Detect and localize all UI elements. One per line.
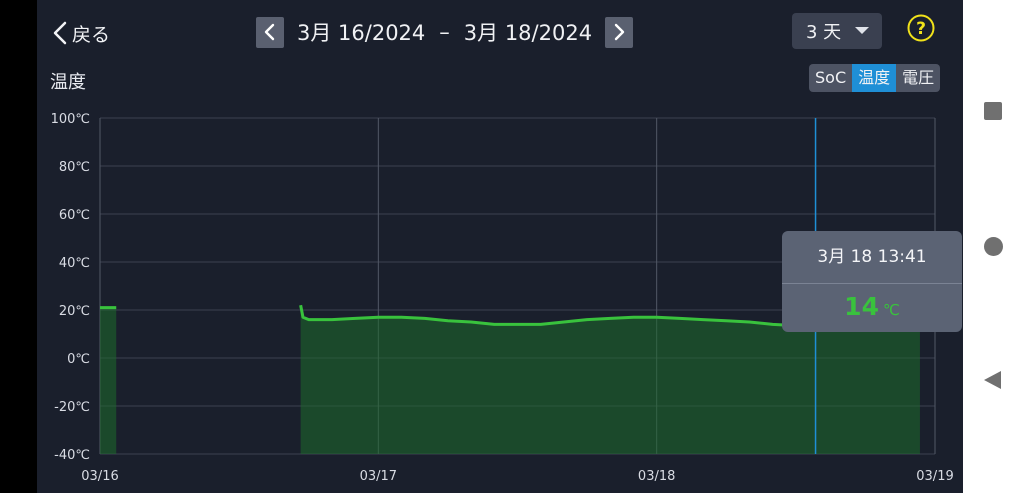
x-tick-label: 03/18 [638,469,675,484]
date-separator: – [439,20,450,44]
recent-apps-icon[interactable] [984,102,1002,120]
area-fill [300,305,920,454]
date-range-nav: 3月 16/2024 – 3月 18/2024 [256,15,634,49]
tab-voltage[interactable]: 電圧 [896,64,941,92]
chevron-left-icon [53,21,67,45]
metric-tabs: SoC 温度 電圧 [809,64,941,92]
y-tick-label: 100℃ [51,112,90,127]
y-tick-label: 0℃ [67,352,90,367]
x-tick-label: 03/16 [81,469,118,484]
temperature-chart: 100℃ 80℃ 60℃ 40℃ 20℃ 0℃ -20℃ -40℃ 03/16 03/17 03/1… [51,112,954,484]
next-date-button[interactable] [605,16,634,48]
range-select[interactable]: 3 天 [792,13,882,49]
tab-temperature[interactable]: 温度 [852,64,897,92]
y-tick-label: -20℃ [54,400,90,415]
home-icon[interactable] [984,237,1003,256]
help-icon[interactable]: ? [907,14,935,42]
caret-down-icon [855,27,870,34]
back-nav-icon[interactable] [983,370,1003,390]
x-tick-label: 03/19 [916,469,953,484]
back-button[interactable]: 戻る [51,16,110,50]
date-to: 3月 18/2024 [463,21,593,45]
y-tick-label: -40℃ [54,448,90,463]
area-fill [100,307,117,454]
y-tick-label: 60℃ [59,208,90,223]
chart-title: 温度 [50,72,86,93]
tooltip-time: 3月 18 13:41 [782,231,962,284]
svg-text:?: ? [916,19,926,39]
chevron-left-icon [264,23,275,41]
app-window: 戻る 3月 16/2024 – 3月 18/2024 3 天 ? 温度 SoC … [37,0,963,493]
tab-soc[interactable]: SoC [809,64,853,92]
date-from: 3月 16/2024 [297,21,426,45]
prev-date-button[interactable] [256,16,284,48]
data-tooltip: 3月 18 13:41 14 ℃ [782,231,962,332]
tooltip-value: 14 [844,292,879,321]
tooltip-unit: ℃ [882,301,900,319]
range-value: 3 天 [806,22,842,43]
back-label: 戻る [72,23,111,46]
chevron-right-icon [614,23,625,41]
y-tick-label: 20℃ [59,304,90,319]
x-tick-label: 03/17 [360,469,397,484]
y-tick-label: 40℃ [59,256,90,271]
y-tick-label: 80℃ [59,160,90,175]
